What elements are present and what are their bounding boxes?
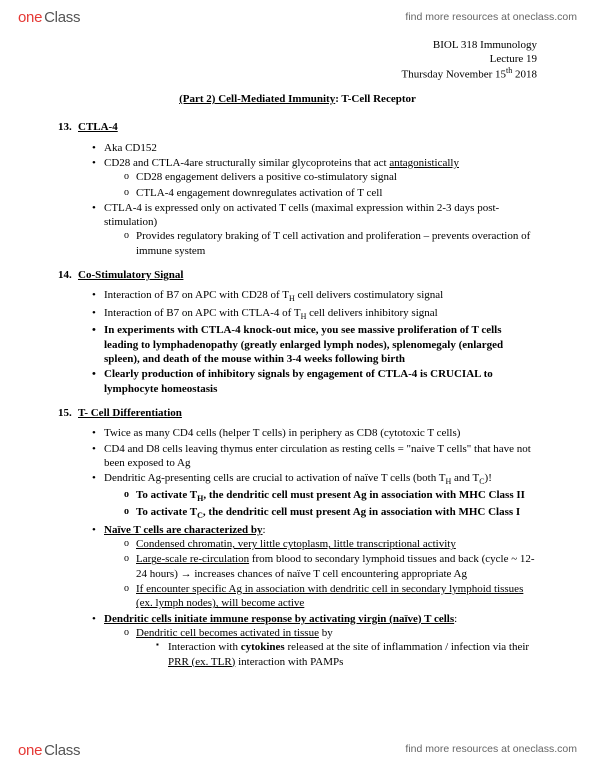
- sub-list: To activate TH, the dendritic cell must …: [104, 488, 537, 522]
- text: CTLA-4 is expressed only on activated T …: [104, 202, 499, 228]
- text: Interaction of B7 on APC with CD28 of T: [104, 289, 289, 301]
- section-14-num: 14.: [58, 268, 78, 282]
- text: Aka CD152: [104, 142, 157, 154]
- subsub-list: Interaction with cytokines released at t…: [136, 640, 537, 669]
- text-bold: In experiments with CTLA-4 knock-out mic…: [104, 324, 503, 365]
- section-13-num: 13.: [58, 120, 78, 134]
- list-item: Interaction of B7 on APC with CD28 of TH…: [92, 288, 537, 305]
- section-13-label: CTLA-4: [78, 121, 118, 133]
- text: )!: [485, 472, 492, 484]
- lecture-date: Thursday November 15th 2018: [58, 66, 537, 82]
- sub-list: Provides regulatory braking of T cell ac…: [104, 229, 537, 258]
- text-underline: Large-scale re-circulation: [136, 553, 249, 565]
- text-underline: If encounter specific Ag in association …: [136, 583, 523, 609]
- list-item: To activate TC, the dendritic cell must …: [124, 505, 537, 522]
- date-year: 2018: [512, 69, 537, 81]
- text: CTLA-4 engagement downregulates activati…: [136, 187, 382, 199]
- section-15-list: Twice as many CD4 cells (helper T cells)…: [58, 426, 537, 669]
- text: interaction with PAMPs: [235, 656, 343, 668]
- logo-text-one: one: [18, 741, 42, 761]
- text-underline: antagonistically: [389, 157, 459, 169]
- logo-text-one: one: [18, 8, 42, 28]
- section-14-list: Interaction of B7 on APC with CD28 of TH…: [58, 288, 537, 396]
- footer-link[interactable]: find more resources at oneclass.com: [405, 743, 577, 757]
- section-15-label: T- Cell Differentiation: [78, 407, 182, 419]
- list-item: Dendritic cells initiate immune response…: [92, 612, 537, 669]
- title-underline: (Part 2) Cell-Mediated Immunity: [179, 93, 335, 105]
- text-bold-underline: Dendritic cells initiate immune response…: [104, 613, 454, 625]
- date-prefix: Thursday November 15: [402, 69, 506, 81]
- list-item: Provides regulatory braking of T cell ac…: [124, 229, 537, 258]
- text-underline: Condensed chromatin, very little cytopla…: [136, 538, 456, 550]
- doc-header: BIOL 318 Immunology Lecture 19 Thursday …: [58, 38, 537, 83]
- text: released at the site of inflammation / i…: [285, 641, 529, 653]
- list-item: CTLA-4 engagement downregulates activati…: [124, 186, 537, 200]
- text: Twice as many CD4 cells (helper T cells)…: [104, 427, 460, 439]
- list-item: To activate TH, the dendritic cell must …: [124, 488, 537, 505]
- text: CD4 and D8 cells leaving thymus enter ci…: [104, 443, 531, 469]
- text: Provides regulatory braking of T cell ac…: [136, 230, 530, 256]
- section-13-head: 13.CTLA-4: [58, 120, 537, 134]
- list-item: CD28 and CTLA-4are structurally similar …: [92, 156, 537, 200]
- section-14-label: Co-Stimulatory Signal: [78, 269, 183, 281]
- doc-title: (Part 2) Cell-Mediated Immunity: T-Cell …: [58, 92, 537, 106]
- text: cell delivers inhibitory signal: [306, 307, 437, 319]
- list-item: Interaction with cytokines released at t…: [156, 640, 537, 669]
- text: Dendritic Ag-presenting cells are crucia…: [104, 472, 446, 484]
- section-13-list: Aka CD152 CD28 and CTLA-4are structurall…: [58, 141, 537, 258]
- text-bold: , the dendritic cell must present Ag in …: [203, 489, 525, 501]
- header-link[interactable]: find more resources at oneclass.com: [405, 11, 577, 25]
- header-bar: oneClass find more resources at oneclass…: [0, 0, 595, 32]
- brand-logo-footer: oneClass: [18, 741, 80, 761]
- list-item: In experiments with CTLA-4 knock-out mic…: [92, 323, 537, 366]
- text-bold: Clearly production of inhibitory signals…: [104, 368, 493, 394]
- logo-text-class: Class: [44, 8, 80, 28]
- document-content: BIOL 318 Immunology Lecture 19 Thursday …: [0, 32, 595, 669]
- list-item: CD4 and D8 cells leaving thymus enter ci…: [92, 442, 537, 471]
- course-code: BIOL 318 Immunology: [58, 38, 537, 52]
- text: CD28 engagement delivers a positive co-s…: [136, 171, 397, 183]
- list-item: Interaction of B7 on APC with CTLA-4 of …: [92, 306, 537, 323]
- logo-text-class: Class: [44, 741, 80, 761]
- title-rest: : T-Cell Receptor: [335, 93, 416, 105]
- text-underline: PRR (ex. TLR): [168, 656, 235, 668]
- text-underline: Dendritic cell becomes activated in tiss…: [136, 627, 319, 639]
- section-15-head: 15.T- Cell Differentiation: [58, 406, 537, 420]
- text-bold: To activate T: [136, 506, 197, 518]
- text: Interaction with: [168, 641, 241, 653]
- list-item: Naïve T cells are characterized by: Cond…: [92, 523, 537, 611]
- list-item: Dendritic Ag-presenting cells are crucia…: [92, 471, 537, 522]
- sub-list: Dendritic cell becomes activated in tiss…: [104, 626, 537, 669]
- list-item: CD28 engagement delivers a positive co-s…: [124, 170, 537, 184]
- list-item: CTLA-4 is expressed only on activated T …: [92, 201, 537, 258]
- brand-logo: oneClass: [18, 8, 80, 28]
- list-item: Condensed chromatin, very little cytopla…: [124, 537, 537, 551]
- text-bold: , the dendritic cell must present Ag in …: [203, 506, 520, 518]
- footer-bar: oneClass find more resources at oneclass…: [0, 737, 595, 765]
- text-bold-underline: Naïve T cells are characterized by: [104, 524, 263, 536]
- text-bold: cytokines: [241, 641, 285, 653]
- list-item: Twice as many CD4 cells (helper T cells)…: [92, 426, 537, 440]
- section-14-head: 14.Co-Stimulatory Signal: [58, 268, 537, 282]
- list-item: Large-scale re-circulation from blood to…: [124, 552, 537, 581]
- lecture-number: Lecture 19: [58, 52, 537, 66]
- section-15-num: 15.: [58, 406, 78, 420]
- list-item: Aka CD152: [92, 141, 537, 155]
- list-item: If encounter specific Ag in association …: [124, 582, 537, 611]
- text-bold: To activate T: [136, 489, 197, 501]
- text: CD28 and CTLA-4are structurally similar …: [104, 157, 389, 169]
- sub-list: CD28 engagement delivers a positive co-s…: [104, 170, 537, 200]
- text: and T: [451, 472, 479, 484]
- text: cell delivers costimulatory signal: [295, 289, 443, 301]
- text: by: [319, 627, 333, 639]
- list-item: Dendritic cell becomes activated in tiss…: [124, 626, 537, 669]
- list-item: Clearly production of inhibitory signals…: [92, 367, 537, 396]
- text: Interaction of B7 on APC with CTLA-4 of …: [104, 307, 301, 319]
- sub-list: Condensed chromatin, very little cytopla…: [104, 537, 537, 610]
